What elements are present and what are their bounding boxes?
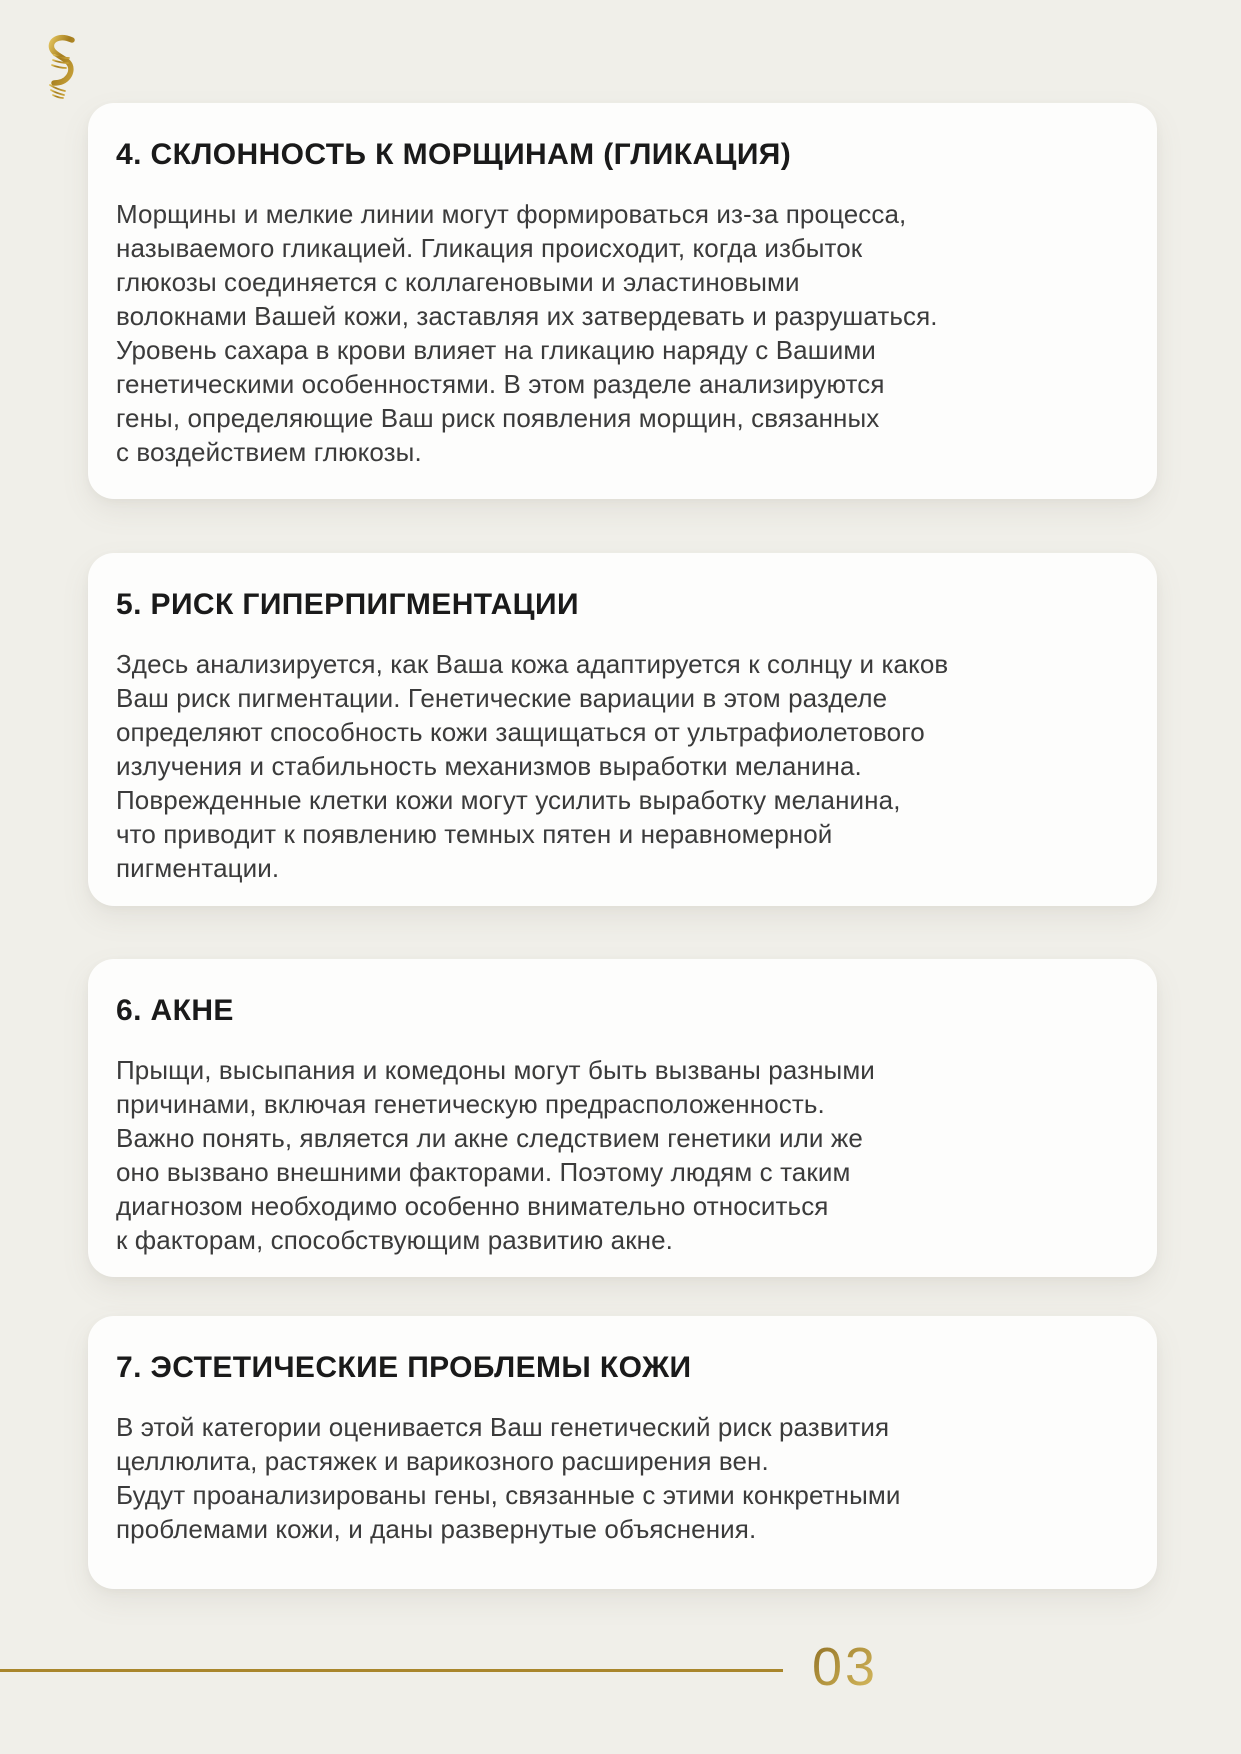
section-title: 5. РИСК ГИПЕРПИГМЕНТАЦИИ <box>116 588 579 621</box>
section-title: 7. ЭСТЕТИЧЕСКИЕ ПРОБЛЕМЫ КОЖИ <box>116 1351 692 1384</box>
section-card-hyperpigmentation: 5. РИСК ГИПЕРПИГМЕНТАЦИИ Здесь анализиру… <box>88 553 1157 906</box>
page-number: 03 <box>812 1637 879 1697</box>
section-title: 6. АКНЕ <box>116 994 234 1027</box>
section-body: Морщины и мелкие линии могут формировать… <box>116 199 938 467</box>
section-body: Здесь анализируется, как Ваша кожа адапт… <box>116 649 949 883</box>
section-body: Прыщи, высыпания и комедоны могут быть в… <box>116 1055 875 1255</box>
section-body: В этой категории оценивается Ваш генетич… <box>116 1412 901 1544</box>
footer-divider-line <box>0 1669 783 1672</box>
section-title: 4. СКЛОННОСТЬ К МОРЩИНАМ (ГЛИКАЦИЯ) <box>116 138 792 171</box>
section-card-glycation: 4. СКЛОННОСТЬ К МОРЩИНАМ (ГЛИКАЦИЯ) Морщ… <box>88 103 1157 499</box>
section-card-aesthetic-skin-problems: 7. ЭСТЕТИЧЕСКИЕ ПРОБЛЕМЫ КОЖИ В этой кат… <box>88 1316 1157 1589</box>
section-card-acne: 6. АКНЕ Прыщи, высыпания и комедоны могу… <box>88 959 1157 1277</box>
dna-helix-logo-icon <box>42 33 84 99</box>
